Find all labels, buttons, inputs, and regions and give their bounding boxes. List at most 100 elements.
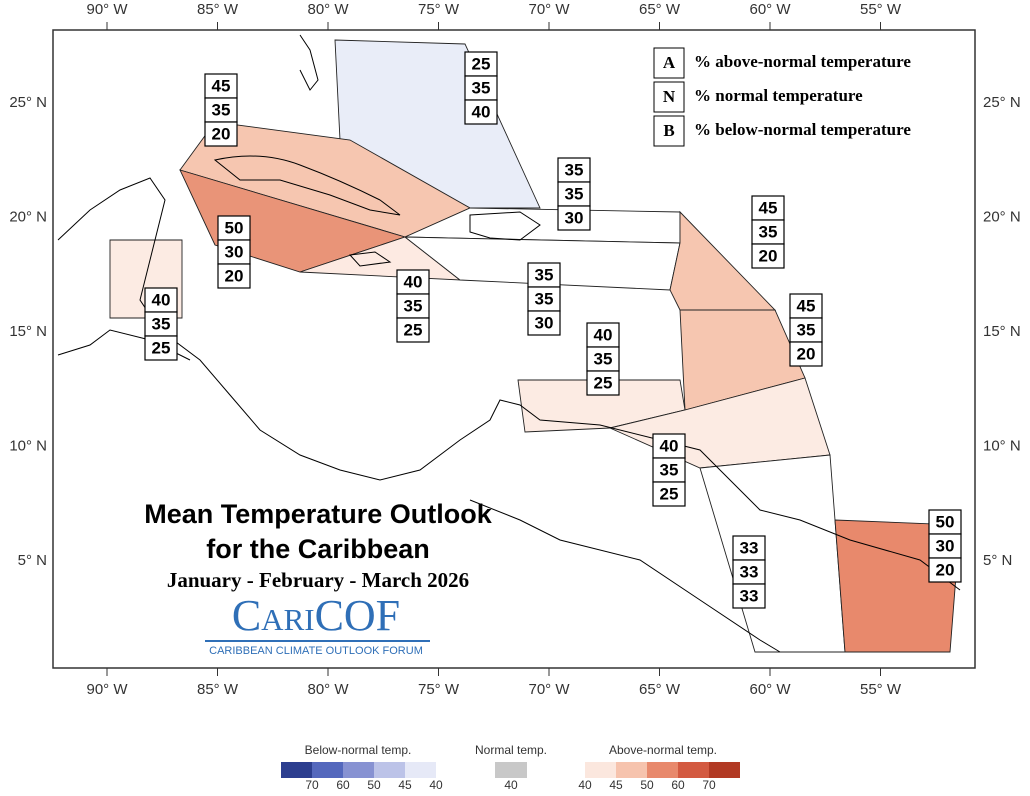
key-letter: A — [663, 53, 676, 72]
scale-swatch — [585, 762, 616, 778]
scale-swatch — [281, 762, 312, 778]
scale-tick: 50 — [367, 778, 381, 791]
coastline — [469, 499, 781, 653]
probability: 50 — [225, 218, 244, 237]
probability: 35 — [565, 184, 584, 203]
probability: 45 — [212, 76, 231, 95]
label-box — [751, 243, 785, 269]
probability: 40 — [660, 436, 679, 455]
scale-swatch — [616, 762, 647, 778]
region-label: 50 30 20 — [217, 215, 251, 289]
period: January - February - March 2026 — [167, 568, 469, 592]
label-box — [527, 310, 561, 336]
lat-label: 20° N — [9, 208, 47, 225]
label-box — [652, 457, 686, 483]
probability: 35 — [152, 314, 171, 333]
lon-label: 90° W — [86, 1, 128, 18]
region-labels: 25 35 40 45 35 20 35 35 30 45 35 20 50 30 20 40 35 25 40 35… — [144, 51, 962, 609]
region-label: 33 33 33 — [732, 535, 766, 609]
label-box — [144, 335, 178, 361]
title: Mean Temperature Outlook — [144, 499, 493, 529]
region-label: 45 35 20 — [789, 293, 823, 367]
scale-swatch — [495, 762, 527, 778]
logo-subtitle: CARIBBEAN CLIMATE OUTLOOK FORUM — [209, 645, 423, 657]
probability: 25 — [472, 54, 491, 73]
scale-tick: 40 — [504, 778, 518, 791]
probability: 35 — [759, 222, 778, 241]
lon-label: 70° W — [528, 681, 570, 698]
probability: 20 — [212, 124, 231, 143]
label-box — [789, 341, 823, 367]
label-box — [652, 433, 686, 459]
probability: 35 — [535, 289, 554, 308]
region-label: 40 35 25 — [144, 287, 178, 361]
regions — [109, 39, 961, 653]
probability: 35 — [472, 78, 491, 97]
label-box — [751, 219, 785, 245]
key-box — [653, 115, 685, 147]
probability: 35 — [594, 349, 613, 368]
axis-labels: 90° W 90° W 85° W 85° W 80° W 80° W 75° W 75° W… — [9, 1, 1020, 698]
label-box — [652, 481, 686, 507]
probability: 30 — [565, 208, 584, 227]
label-box — [464, 99, 498, 125]
coastline — [348, 251, 392, 267]
probability: 50 — [936, 512, 955, 531]
probability: 35 — [404, 296, 423, 315]
label-box — [144, 287, 178, 313]
label-box — [204, 97, 238, 123]
lon-label: 85° W — [197, 1, 239, 18]
probability: 40 — [152, 290, 171, 309]
probability: 33 — [740, 562, 759, 581]
probability: 40 — [472, 102, 491, 121]
scale-swatch — [374, 762, 405, 778]
label-box — [217, 239, 251, 265]
region-label: 35 35 30 — [557, 157, 591, 231]
probability: 30 — [225, 242, 244, 261]
scale-title: Below-normal temp. — [305, 743, 412, 757]
region-label: 40 35 25 — [396, 269, 430, 343]
probability: 35 — [212, 100, 231, 119]
region-label: 25 35 40 — [464, 51, 498, 125]
lat-label: 5° N — [983, 552, 1012, 569]
lon-label: 65° W — [639, 681, 681, 698]
lon-label: 80° W — [307, 1, 349, 18]
scale-title: Above-normal temp. — [609, 743, 717, 757]
probability: 40 — [594, 325, 613, 344]
probability: 45 — [759, 198, 778, 217]
lon-label: 60° W — [749, 681, 791, 698]
coastline — [57, 177, 961, 591]
scale-tick: 60 — [336, 778, 350, 791]
lat-label: 25° N — [9, 94, 47, 111]
title: for the Caribbean — [206, 534, 430, 564]
probability: 35 — [535, 265, 554, 284]
probability: 35 — [660, 460, 679, 479]
color-scale: Below-normal temp. Normal temp. Above-norm… — [281, 743, 740, 792]
probability: 33 — [740, 586, 759, 605]
region-label: 35 35 30 — [527, 262, 561, 336]
scale-tick: 45 — [398, 778, 412, 791]
lat-label: 15° N — [9, 323, 47, 340]
probability: 20 — [759, 246, 778, 265]
scale-swatch — [312, 762, 343, 778]
label-box — [586, 370, 620, 396]
probability: 45 — [797, 296, 816, 315]
lat-label: 10° N — [9, 437, 47, 454]
lat-label: 10° N — [983, 437, 1021, 454]
probability: 40 — [404, 272, 423, 291]
scale-tick: 60 — [671, 778, 685, 791]
label-box — [751, 195, 785, 221]
scale-tick: 50 — [640, 778, 654, 791]
scale-tick: 70 — [702, 778, 716, 791]
label-box — [557, 205, 591, 231]
lon-label: 55° W — [860, 1, 902, 18]
probability: 35 — [565, 160, 584, 179]
key: A % above-normal temperature N % normal tem… — [653, 47, 911, 147]
region-label: 40 35 25 — [652, 433, 686, 507]
probability: 30 — [936, 536, 955, 555]
key-box — [653, 81, 685, 113]
probability: 20 — [936, 560, 955, 579]
lon-label: 80° W — [307, 681, 349, 698]
key-box — [653, 47, 685, 79]
label-box — [217, 215, 251, 241]
